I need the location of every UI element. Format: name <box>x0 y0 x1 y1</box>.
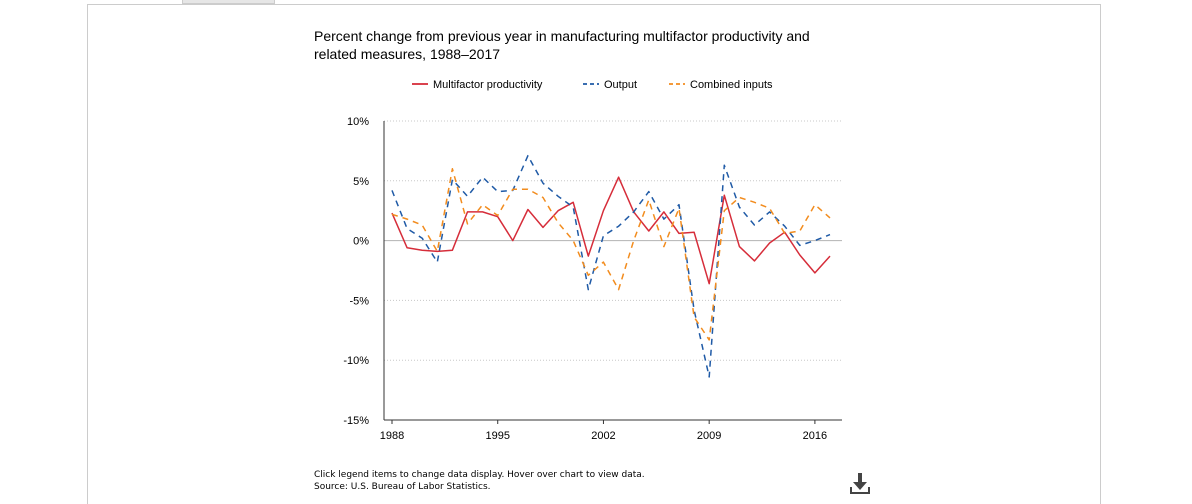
y-tick-label: 5% <box>353 176 369 188</box>
y-tick-label: 10% <box>347 116 369 128</box>
series-layer <box>391 154 831 378</box>
y-tick-label: -5% <box>349 295 369 307</box>
legend-item-combined-inputs[interactable]: Combined inputs <box>669 79 773 91</box>
axis-layer: -15% -10% -5% 0% 5% 10% 1988 1995 2002 2009 2016 <box>343 116 842 442</box>
y-tick-label: 0% <box>353 236 369 248</box>
tab-stub[interactable] <box>182 0 275 4</box>
chart-title: Percent change from previous year in man… <box>314 28 810 62</box>
footnote-instruction: Click legend items to change data displa… <box>314 470 645 480</box>
x-tick-label: 2002 <box>591 430 615 442</box>
series-line-multifactor-productivity[interactable] <box>391 176 831 285</box>
download-icon <box>850 473 870 494</box>
grid-layer <box>384 120 842 361</box>
legend: Multifactor productivity Output Combined i… <box>412 79 773 91</box>
footnote-source: Source: U.S. Bureau of Labor Statistics. <box>314 482 491 492</box>
legend-label: Output <box>604 79 637 91</box>
x-tick-label: 1995 <box>485 430 509 442</box>
download-button[interactable] <box>849 472 871 496</box>
legend-label: Multifactor productivity <box>433 79 543 91</box>
chart-container <box>87 4 1101 504</box>
x-tick-label: 1988 <box>380 430 404 442</box>
legend-label: Combined inputs <box>690 79 773 91</box>
legend-item-output[interactable]: Output <box>583 79 637 91</box>
x-tick-label: 2016 <box>803 430 827 442</box>
footnotes: Click legend items to change data displa… <box>314 469 645 493</box>
x-tick-label: 2009 <box>697 430 721 442</box>
legend-item-multifactor-productivity[interactable]: Multifactor productivity <box>412 79 543 91</box>
y-tick-label: -10% <box>343 355 369 367</box>
y-tick-label: -15% <box>343 415 369 427</box>
series-line-output[interactable] <box>391 154 831 378</box>
